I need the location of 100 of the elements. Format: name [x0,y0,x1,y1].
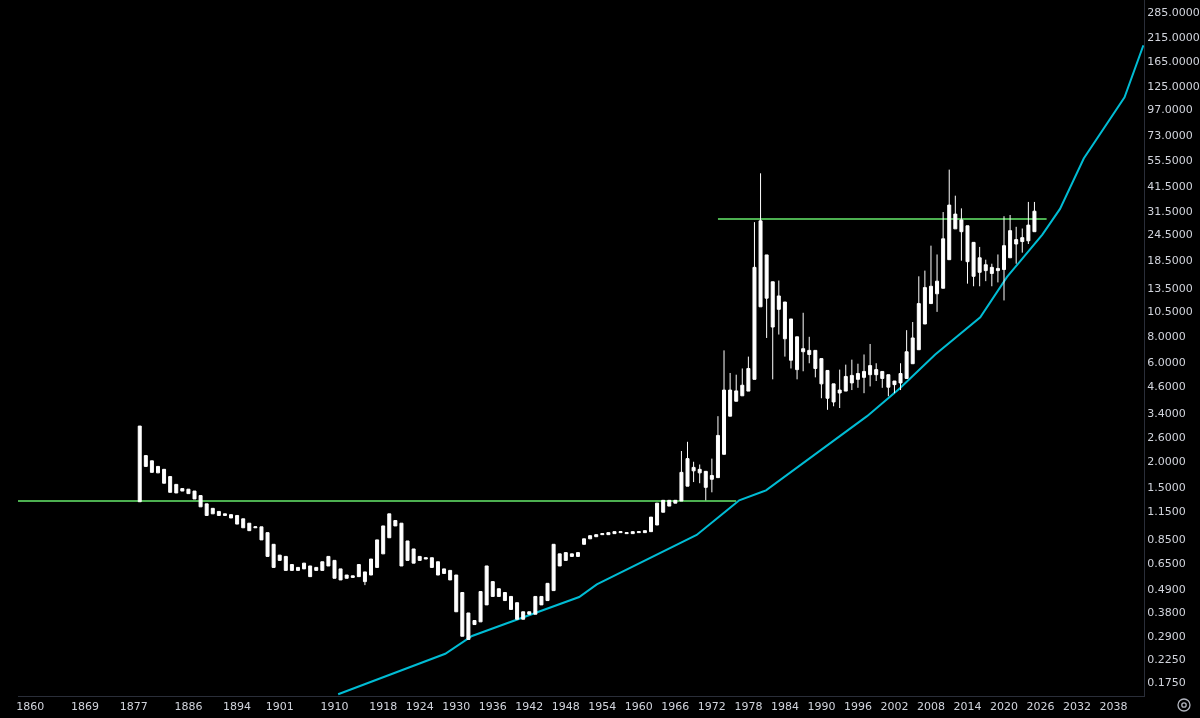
candlestick [703,470,708,501]
y-tick-label: 0.4900 [1147,582,1186,596]
y-tick-label: 3.4000 [1147,407,1186,421]
candlestick [740,367,745,397]
candlestick [454,574,459,613]
candlestick [137,425,142,503]
candlestick [837,369,842,409]
candlestick [722,349,727,455]
candlestick [375,539,380,568]
candlestick [484,565,489,606]
candlestick [715,415,720,479]
candlestick [770,281,775,380]
x-tick-label: 1996 [843,700,872,714]
candlestick [143,455,148,467]
candlestick [289,564,294,571]
y-tick-label: 0.2250 [1147,653,1186,667]
candlestick [490,581,495,597]
x-tick-label: 1954 [588,700,617,714]
candlestick [460,592,465,637]
candlestick [557,553,562,567]
y-tick-label: 31.5000 [1147,205,1193,219]
candlestick [1014,226,1019,265]
candlestick [941,211,946,289]
y-tick-label: 8.0000 [1147,329,1186,343]
candlestick [429,557,434,568]
candlestick [575,552,580,557]
x-tick-label: 1978 [734,700,763,714]
candlestick [935,253,940,313]
candlestick [533,595,538,615]
candlestick [369,558,374,576]
candlestick [855,363,860,389]
y-tick-label: 73.0000 [1147,129,1193,143]
candlestick [235,514,240,525]
candlestick [174,483,179,494]
x-tick-label: 2020 [990,700,1019,714]
y-tick-label: 0.6500 [1147,556,1186,570]
y-tick-label: 55.5000 [1147,154,1193,167]
x-tick-label: 1910 [320,700,349,714]
candlestick [302,562,307,570]
candlestick [320,561,325,571]
candlestick [673,499,678,504]
candlestick [1008,214,1013,259]
y-tick-label: 125.0000 [1147,80,1200,94]
candlestick [417,555,422,561]
x-tick-label: 1924 [405,700,434,714]
x-tick-label: 1960 [624,700,653,714]
candlestick [624,532,629,535]
candlestick [423,557,428,560]
candlestick [630,531,635,535]
candlestick [283,555,288,571]
candlestick [807,336,812,364]
y-tick-label: 215.0000 [1147,31,1200,45]
candlestick [649,516,653,533]
x-tick-label: 1936 [478,700,507,714]
y-tick-label: 10.5000 [1147,304,1193,318]
candlestick [782,301,787,358]
candlestick [600,533,605,536]
candlestick [776,280,781,336]
candlestick [642,530,647,534]
candlestick [156,465,160,474]
candlestick [168,476,173,493]
candlestick [502,592,507,602]
candlestick [509,595,513,610]
candlestick [381,525,386,555]
y-tick-label: 1.5000 [1147,481,1186,495]
candlestick [344,574,349,579]
candlestick [210,507,215,515]
x-tick-label: 1877 [119,700,148,714]
candlestick [241,518,246,529]
candlestick [448,569,453,581]
candlestick [795,336,800,380]
candlestick [922,270,927,325]
y-tick-label: 285.0000 [1147,5,1200,19]
candlestick [995,253,1000,283]
y-tick-label: 0.1750 [1147,675,1186,689]
y-tick-label: 0.8500 [1147,532,1186,546]
candlestick [843,364,848,392]
candlestick [277,554,282,561]
candlestick [515,602,520,620]
candlestick [563,552,568,561]
x-tick-label: 1930 [442,700,471,714]
candlestick [910,321,915,365]
x-tick-label: 1948 [551,700,580,714]
candlestick [874,362,879,382]
candlestick [442,568,447,574]
x-tick-label: 1972 [697,700,726,714]
y-tick-label: 41.5000 [1147,180,1193,194]
y-tick-label: 1.1500 [1147,505,1186,519]
candlestick [216,510,221,516]
candlestick [697,464,702,484]
y-tick-label: 13.5000 [1147,282,1193,296]
y-tick-label: 0.2900 [1147,630,1186,644]
candlestick [728,372,733,417]
candlestick [521,611,526,620]
candlestick [977,246,982,287]
x-tick-label: 1990 [807,700,836,714]
y-tick-label: 0.3800 [1147,605,1186,619]
candlestick [314,566,319,571]
candlestick [764,254,769,339]
candlestick [247,522,252,532]
